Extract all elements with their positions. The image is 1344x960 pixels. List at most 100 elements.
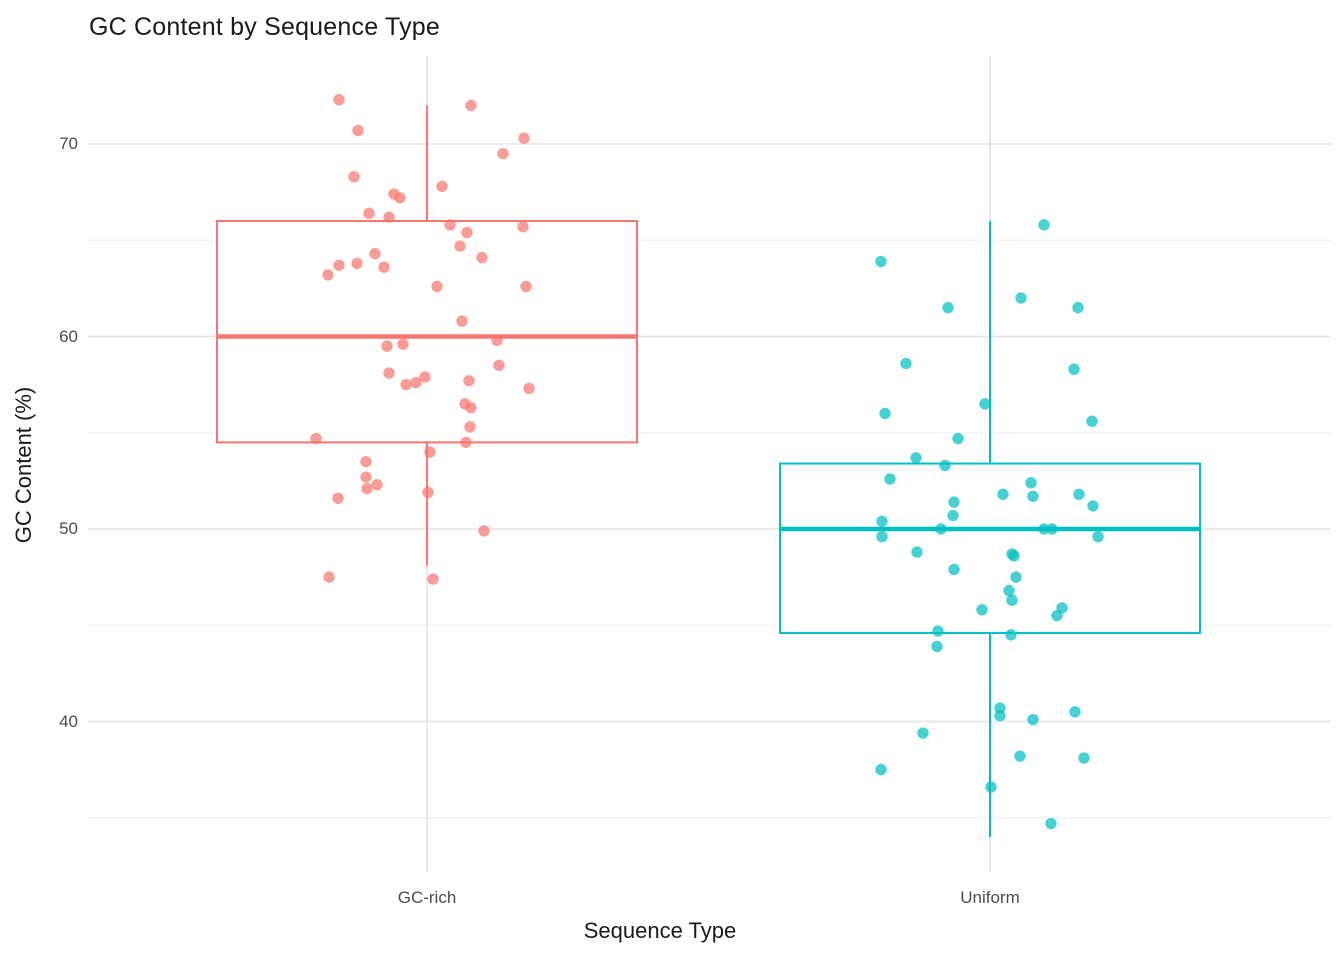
x-category-label-GC-rich: GC-rich — [397, 888, 457, 907]
jitter-point-Uniform — [1003, 584, 1015, 597]
jitter-point-Uniform — [1038, 523, 1050, 535]
jitter-point-Uniform — [876, 531, 888, 543]
jitter-point-Uniform — [1008, 550, 1020, 562]
jitter-point-GC-rich — [351, 257, 363, 270]
x-axis-title: Sequence Type — [583, 918, 737, 943]
jitter-point-GC-rich — [410, 377, 422, 389]
jitter-point-Uniform — [900, 357, 912, 370]
jitter-point-GC-rich — [394, 192, 406, 204]
jitter-point-Uniform — [935, 523, 947, 535]
jitter-point-GC-rich — [493, 359, 505, 372]
x-category-label-Uniform: Uniform — [960, 888, 1020, 907]
jitter-point-Uniform — [1038, 219, 1050, 231]
jitter-point-Uniform — [976, 604, 988, 616]
jitter-point-Uniform — [1005, 629, 1017, 641]
jitter-point-Uniform — [1010, 571, 1022, 583]
jitter-point-GC-rich — [444, 219, 456, 231]
jitter-point-Uniform — [942, 301, 954, 314]
jitter-point-GC-rich — [476, 251, 488, 264]
jitter-point-Uniform — [917, 727, 929, 739]
jitter-point-GC-rich — [383, 367, 395, 379]
jitter-point-Uniform — [994, 710, 1006, 722]
y-tick-label-60: 60 — [59, 326, 78, 346]
jitter-point-GC-rich — [464, 421, 476, 433]
jitter-point-GC-rich — [348, 171, 360, 183]
jitter-point-GC-rich — [422, 486, 434, 499]
jitter-point-GC-rich — [352, 124, 364, 137]
jitter-point-Uniform — [1078, 752, 1090, 764]
jitter-point-GC-rich — [518, 132, 530, 144]
jitter-point-Uniform — [1006, 594, 1018, 606]
jitter-point-Uniform — [910, 452, 922, 464]
jitter-point-Uniform — [1027, 490, 1039, 502]
jitter-point-GC-rich — [465, 402, 477, 414]
jitter-point-Uniform — [952, 432, 964, 445]
jitter-point-GC-rich — [360, 455, 372, 468]
jitter-point-Uniform — [932, 625, 944, 637]
jitter-point-Uniform — [997, 488, 1009, 501]
jitter-point-Uniform — [985, 781, 997, 793]
jitter-point-Uniform — [879, 407, 891, 420]
jitter-point-Uniform — [875, 255, 887, 268]
jitter-point-GC-rich — [465, 99, 477, 112]
jitter-point-Uniform — [979, 398, 991, 410]
y-tick-label-70: 70 — [59, 134, 78, 153]
jitter-point-Uniform — [875, 763, 887, 776]
jitter-point-GC-rich — [460, 436, 472, 449]
box-GC-rich — [216, 220, 638, 444]
y-tick-label-50: 50 — [59, 519, 78, 538]
jitter-point-GC-rich — [371, 479, 383, 491]
jitter-point-GC-rich — [333, 259, 345, 271]
jitter-point-GC-rich — [517, 221, 529, 233]
jitter-point-Uniform — [1014, 750, 1026, 762]
jitter-point-Uniform — [1046, 523, 1058, 535]
jitter-point-GC-rich — [463, 375, 475, 387]
jitter-point-Uniform — [1092, 531, 1104, 543]
jitter-point-GC-rich — [383, 211, 395, 223]
jitter-point-Uniform — [1073, 488, 1085, 501]
jitter-point-GC-rich — [333, 94, 345, 106]
chart-title: GC Content by Sequence Type — [89, 13, 440, 41]
jitter-point-GC-rich — [523, 382, 535, 395]
jitter-point-GC-rich — [478, 525, 490, 537]
jitter-point-GC-rich — [310, 432, 322, 445]
jitter-point-GC-rich — [419, 371, 431, 383]
jitter-point-GC-rich — [427, 573, 439, 585]
jitter-point-Uniform — [1069, 706, 1081, 718]
jitter-point-Uniform — [1015, 292, 1027, 304]
jitter-point-GC-rich — [424, 446, 436, 458]
jitter-point-Uniform — [1087, 500, 1099, 512]
jitter-point-GC-rich — [431, 280, 443, 293]
jitter-point-Uniform — [911, 546, 923, 558]
jitter-point-Uniform — [931, 640, 943, 653]
jitter-point-GC-rich — [322, 269, 334, 281]
y-tick-label-40: 40 — [59, 711, 78, 731]
jitter-point-Uniform — [939, 459, 951, 472]
jitter-point-Uniform — [1072, 301, 1084, 314]
jitter-point-GC-rich — [436, 180, 448, 193]
jitter-point-GC-rich — [461, 226, 473, 239]
jitter-point-Uniform — [1068, 363, 1080, 375]
jitter-point-GC-rich — [381, 340, 393, 352]
jitter-point-GC-rich — [397, 338, 409, 350]
jitter-point-GC-rich — [400, 378, 412, 391]
jitter-point-Uniform — [884, 473, 896, 485]
jitter-point-GC-rich — [491, 334, 503, 347]
jitter-point-GC-rich — [497, 147, 509, 160]
jitter-point-Uniform — [1045, 817, 1057, 830]
jitter-point-Uniform — [948, 496, 960, 508]
jitter-point-GC-rich — [360, 471, 372, 483]
jitter-point-Uniform — [947, 509, 959, 522]
jitter-point-Uniform — [876, 515, 888, 527]
jitter-point-GC-rich — [520, 280, 532, 293]
jitter-point-GC-rich — [454, 240, 466, 252]
jitter-point-GC-rich — [323, 571, 335, 583]
jitter-point-GC-rich — [332, 492, 344, 504]
jitter-point-GC-rich — [456, 315, 468, 327]
jitter-point-Uniform — [1027, 713, 1039, 726]
jitter-point-GC-rich — [378, 261, 390, 273]
box-Uniform — [779, 462, 1201, 634]
jitter-point-Uniform — [948, 563, 960, 576]
